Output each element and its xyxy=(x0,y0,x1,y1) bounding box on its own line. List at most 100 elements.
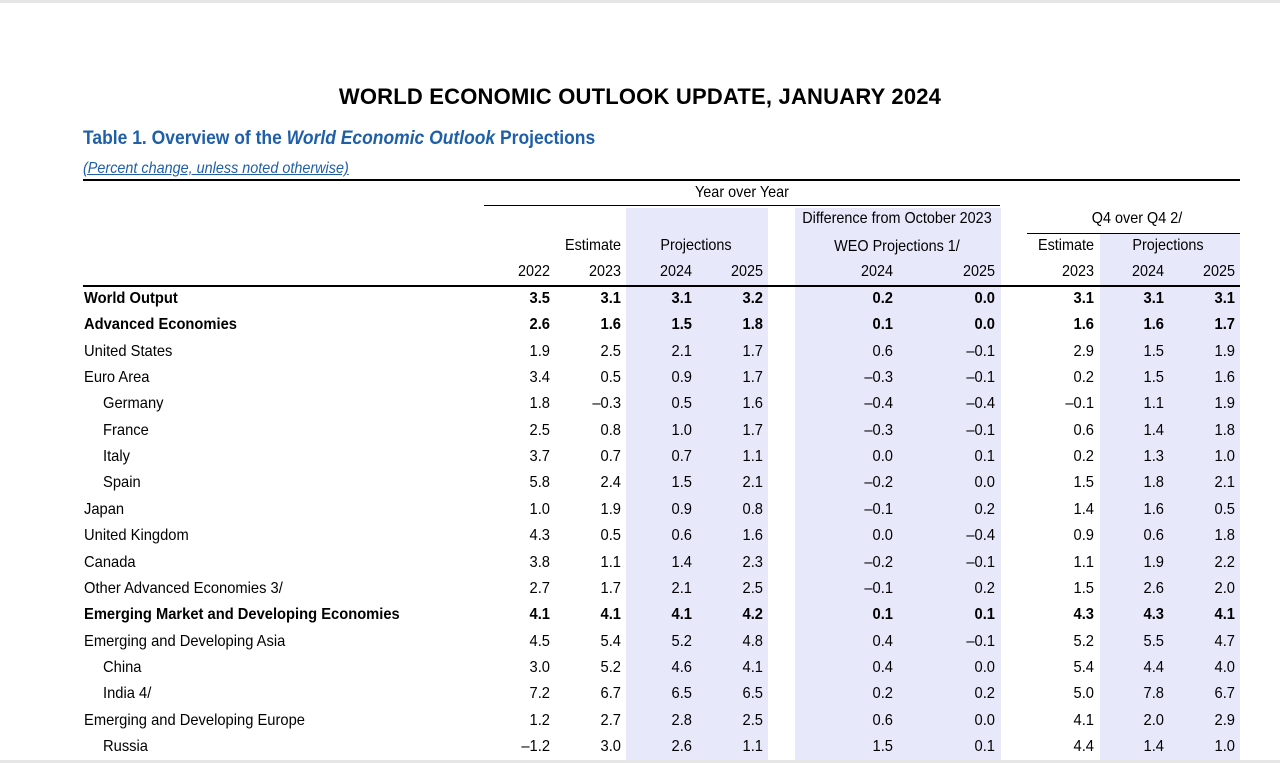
row-value: 2.0 xyxy=(1214,579,1235,597)
row-value: 4.1 xyxy=(1073,711,1094,729)
row-value: 1.4 xyxy=(671,553,692,571)
row-value: 0.0 xyxy=(974,711,995,729)
table-row: China 3.0 5.2 4.6 4.1 0.4 0.0 5.4 4.4 4.0 xyxy=(0,655,1280,681)
header-year: 2023 xyxy=(1061,263,1094,280)
row-value: 4.1 xyxy=(671,606,692,624)
row-value: –0.1 xyxy=(966,342,995,360)
row-value: 0.0 xyxy=(974,474,995,492)
row-value: 2.8 xyxy=(671,711,692,729)
table-row: Emerging Market and Developing Economies… xyxy=(0,602,1280,628)
row-value: –0.4 xyxy=(966,527,995,545)
row-value: 0.8 xyxy=(600,421,621,439)
row-value: 2.3 xyxy=(742,553,763,571)
row-value: –0.1 xyxy=(966,369,995,387)
row-value: 4.8 xyxy=(742,632,763,650)
q4-header-rule xyxy=(1027,233,1240,234)
row-label: Japan xyxy=(84,500,125,518)
row-value: 3.1 xyxy=(1214,290,1235,307)
row-value: –0.4 xyxy=(966,395,995,413)
row-value: 0.0 xyxy=(974,658,995,676)
row-value: 0.1 xyxy=(872,316,893,334)
row-value: 0.9 xyxy=(1073,527,1094,545)
row-label: China xyxy=(103,658,142,676)
row-label: Russia xyxy=(103,737,148,755)
row-value: 1.0 xyxy=(671,421,692,439)
table-row: Other Advanced Economies 3/2.7 1.7 2.1 2.5 –… xyxy=(0,576,1280,602)
row-label: Emerging Market and Developing Economies xyxy=(84,606,400,624)
header-q4-over-q4: Q4 over Q4 2/ xyxy=(1091,210,1183,227)
table-row: France 2.5 0.8 1.0 1.7 –0.3 –0.1 0.6 1.4 1.8 xyxy=(0,418,1280,444)
row-value: 1.4 xyxy=(1073,500,1094,518)
header-difference-line2: WEO Projections 1/ xyxy=(834,238,960,255)
row-value: 4.6 xyxy=(671,658,692,676)
document-title: WORLD ECONOMIC OUTLOOK UPDATE, JANUARY 2… xyxy=(338,84,942,109)
row-value: 1.8 xyxy=(1214,421,1235,439)
row-value: 4.1 xyxy=(600,606,621,624)
row-value: 4.2 xyxy=(742,606,763,624)
caption-italic: World Economic Outlook xyxy=(286,128,496,149)
row-value: –0.3 xyxy=(592,395,621,413)
row-value: 1.0 xyxy=(1214,448,1235,466)
row-value: 3.7 xyxy=(529,448,550,466)
row-value: 2.7 xyxy=(600,711,621,729)
year-over-year-rule xyxy=(484,205,1000,206)
row-value: 5.0 xyxy=(1073,685,1094,703)
row-value: 4.1 xyxy=(529,606,550,624)
row-value: 5.8 xyxy=(529,474,550,492)
row-value: 5.2 xyxy=(671,632,692,650)
row-value: 1.9 xyxy=(529,342,550,360)
row-value: 0.2 xyxy=(1073,448,1094,466)
row-value: 1.1 xyxy=(1143,395,1164,413)
header-projections-q4: Projections xyxy=(1132,237,1204,254)
row-value: 1.5 xyxy=(872,737,893,755)
row-value: 4.3 xyxy=(1143,606,1164,624)
table-row: United Kingdom 4.3 0.5 0.6 1.6 0.0 –0.4 0.9 0.6 1… xyxy=(0,523,1280,549)
table-row: India 4/7.2 6.7 6.5 6.5 0.2 0.2 5.0 7.8 6.7 xyxy=(0,681,1280,707)
row-value: 6.5 xyxy=(742,685,763,703)
row-value: 3.0 xyxy=(529,658,550,676)
header-year: 2024 xyxy=(860,263,893,280)
row-value: 0.1 xyxy=(872,606,893,624)
header-year: 2022 xyxy=(517,263,550,280)
header-year: 2025 xyxy=(1202,263,1235,280)
row-value: –0.1 xyxy=(966,421,995,439)
row-label: World Output xyxy=(84,290,178,307)
row-value: 3.4 xyxy=(529,369,550,387)
row-value: 0.0 xyxy=(872,448,893,466)
row-value: 4.0 xyxy=(1214,658,1235,676)
header-year: 2024 xyxy=(659,263,692,280)
row-value: 0.2 xyxy=(872,290,893,307)
row-value: 2.5 xyxy=(742,711,763,729)
row-value: 5.2 xyxy=(600,658,621,676)
row-value: 3.1 xyxy=(671,290,692,307)
row-value: 2.2 xyxy=(1214,553,1235,571)
row-value: 3.1 xyxy=(1073,290,1094,307)
row-value: 0.4 xyxy=(872,632,893,650)
row-value: 2.1 xyxy=(1214,474,1235,492)
row-value: 1.6 xyxy=(742,527,763,545)
row-value: 0.4 xyxy=(872,658,893,676)
row-value: 4.1 xyxy=(1214,606,1235,624)
row-value: 1.6 xyxy=(1143,500,1164,518)
row-label: Italy xyxy=(103,448,130,466)
row-label: Euro Area xyxy=(84,369,150,387)
row-value: –0.1 xyxy=(966,632,995,650)
row-value: 0.2 xyxy=(974,685,995,703)
row-value: 1.7 xyxy=(742,342,763,360)
row-label: Germany xyxy=(103,395,164,413)
row-value: 2.0 xyxy=(1143,711,1164,729)
q4-projections-shade xyxy=(1100,234,1240,760)
row-value: 2.1 xyxy=(671,579,692,597)
row-value: 2.5 xyxy=(742,579,763,597)
row-value: 0.9 xyxy=(671,500,692,518)
row-value: 6.7 xyxy=(1214,685,1235,703)
row-value: 2.4 xyxy=(600,474,621,492)
row-value: 1.8 xyxy=(529,395,550,413)
row-value: 2.1 xyxy=(671,342,692,360)
row-label: Advanced Economies xyxy=(84,316,237,334)
bottom-edge-rule xyxy=(0,760,1280,763)
row-value: –0.1 xyxy=(1065,395,1094,413)
table-row: Spain 5.8 2.4 1.5 2.1 –0.2 0.0 1.5 1.8 2.1 xyxy=(0,470,1280,496)
table-caption: Table 1. Overview of the World Economic … xyxy=(83,128,595,150)
table-row: Euro Area 3.4 0.5 0.9 1.7 –0.3 –0.1 0.2 1.5 1.6 xyxy=(0,365,1280,391)
